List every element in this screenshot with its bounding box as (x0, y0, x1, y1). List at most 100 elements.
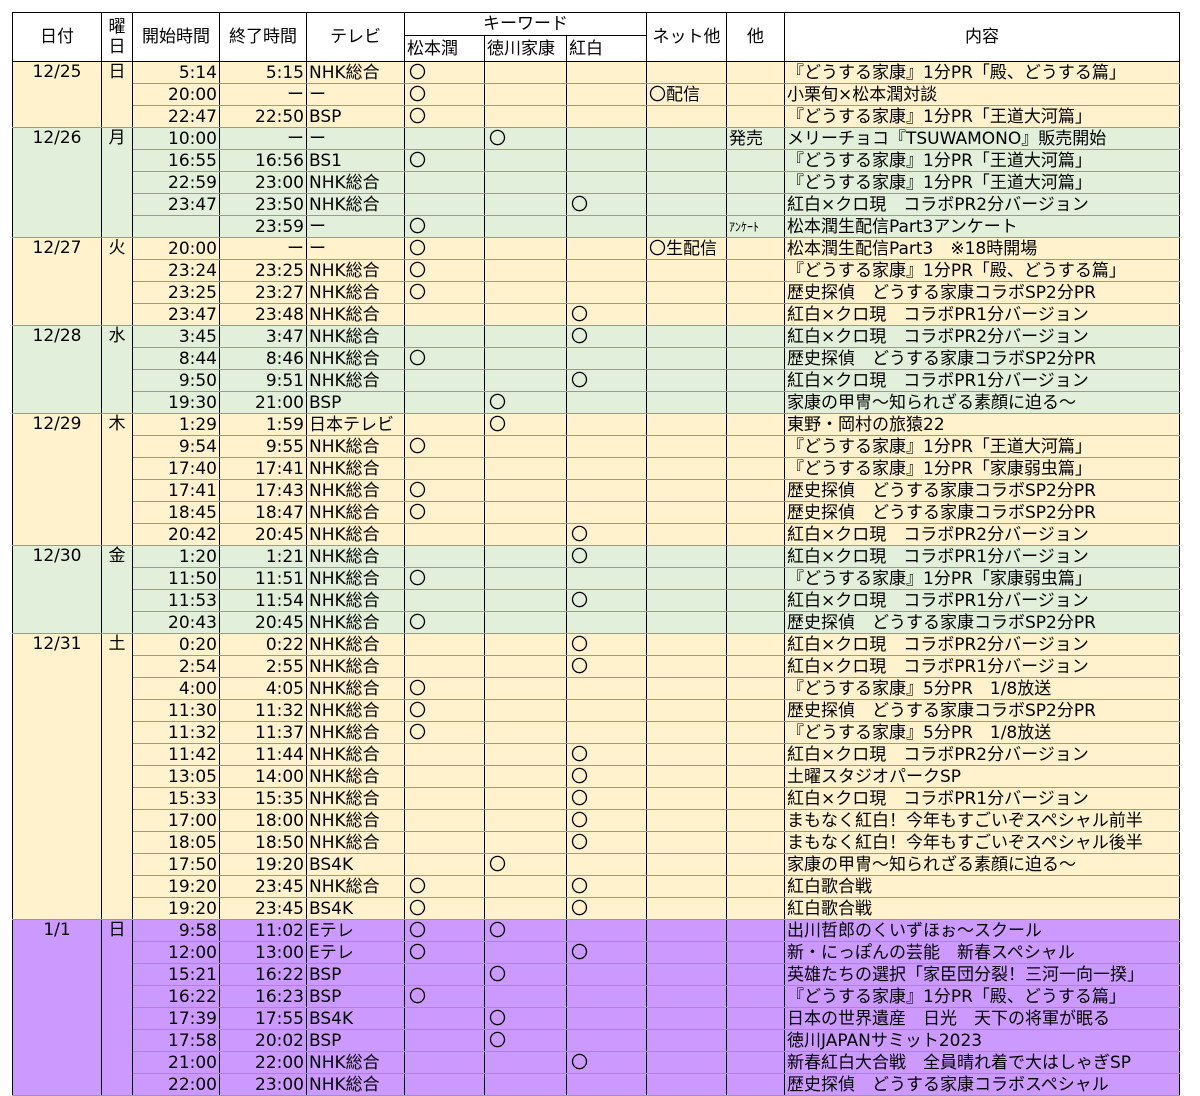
content-cell: 紅白×クロ現 コラボPR2分バージョン (784, 193, 1180, 216)
channel-cell: NHK総合 (306, 501, 405, 524)
keyword-matsumoto-cell: 〇 (404, 435, 485, 458)
keyword-kohaku-cell: 〇 (566, 303, 647, 326)
end-time-cell: 4:05 (219, 677, 307, 700)
content-cell: 歴史探偵 どうする家康コラボSP2分PR (784, 699, 1180, 722)
keyword-matsumoto-cell (404, 743, 485, 766)
content-cell: 歴史探偵 どうする家康コラボSP2分PR (784, 347, 1180, 370)
end-time-cell: 23:48 (219, 303, 307, 326)
content-cell: 家康の甲冑～知られざる素顔に迫る～ (784, 853, 1180, 876)
keyword-matsumoto-cell: 〇 (404, 259, 485, 282)
keyword-kohaku-cell (566, 853, 647, 876)
keyword-matsumoto-cell (404, 853, 485, 876)
start-time-cell: 9:54 (132, 435, 220, 458)
content-cell: まもなく紅白！今年もすごいぞスペシャル後半 (784, 831, 1180, 854)
keyword-kohaku-cell (566, 699, 647, 722)
other-cell (726, 875, 785, 898)
end-time-cell: 20:02 (219, 1029, 307, 1052)
net-cell (646, 743, 727, 766)
keyword-kohaku-cell (566, 457, 647, 480)
net-cell (646, 413, 727, 436)
keyword-tokugawa-cell (484, 281, 567, 304)
keyword-matsumoto-cell (404, 809, 485, 832)
channel-cell: BS1 (306, 149, 405, 172)
keyword-tokugawa-cell (484, 83, 567, 106)
keyword-tokugawa-cell: 〇 (484, 853, 567, 876)
keyword-matsumoto-cell (404, 391, 485, 414)
keyword-tokugawa-cell (484, 743, 567, 766)
keyword-tokugawa-cell (484, 721, 567, 744)
keyword-matsumoto-cell: 〇 (404, 699, 485, 722)
header-net: ネット他 (646, 12, 727, 62)
net-cell (646, 809, 727, 832)
keyword-kohaku-cell: 〇 (566, 875, 647, 898)
other-cell (726, 391, 785, 414)
start-time-cell: 17:58 (132, 1029, 220, 1052)
other-cell (726, 83, 785, 106)
other-cell (726, 501, 785, 524)
keyword-matsumoto-cell (404, 369, 485, 392)
table-row: 19:20 23:45 NHK総合〇〇紅白歌合戦 (13, 875, 1180, 898)
other-cell (726, 435, 785, 458)
keyword-kohaku-cell (566, 611, 647, 634)
end-time-cell: 15:35 (219, 787, 307, 810)
start-time-cell: 9:50 (132, 369, 220, 392)
net-cell (646, 303, 727, 326)
keyword-tokugawa-cell (484, 765, 567, 788)
net-cell (646, 193, 727, 216)
start-time-cell: 17:41 (132, 479, 220, 502)
start-time-cell: 20:00 (132, 83, 220, 106)
table-row: 12/30 金 1:20 1:21 NHK総合〇紅白×クロ現 コラボPR1分バージョン (12, 545, 1180, 634)
end-time-cell: 11:02 (219, 919, 307, 942)
keyword-matsumoto-cell (404, 1051, 485, 1074)
channel-cell: BSP (306, 1029, 405, 1052)
keyword-kohaku-cell (566, 149, 647, 172)
content-cell: 『どうする家康』1分PR「殿、どうする篇」 (784, 985, 1180, 1008)
table-row: 12:00 13:00 Eテレ〇〇新・にっぽんの芸能 新春スペシャル (13, 941, 1180, 964)
other-cell (726, 853, 785, 876)
start-time-cell: 17:50 (132, 853, 220, 876)
content-cell: 紅白×クロ現 コラボPR2分バージョン (784, 325, 1180, 348)
table-row: 20:00 ーー〇〇配信 小栗旬×松本潤対談 (13, 83, 1180, 106)
channel-cell: NHK総合 (306, 875, 405, 898)
other-cell (726, 611, 785, 634)
keyword-tokugawa-cell (484, 149, 567, 172)
table-row: 17:58 20:02 BSP 〇 徳川JAPANサミット2023 (13, 1029, 1180, 1052)
dow-cell: 火 (101, 237, 133, 326)
keyword-tokugawa-cell (484, 479, 567, 502)
channel-cell: ー (306, 237, 405, 260)
channel-cell: BSP (306, 985, 405, 1008)
end-time-cell: 23:59 (219, 215, 307, 238)
keyword-matsumoto-cell (404, 171, 485, 194)
keyword-kohaku-cell (566, 105, 647, 128)
other-cell (726, 743, 785, 766)
keyword-kohaku-cell (566, 83, 647, 106)
keyword-tokugawa-cell (484, 985, 567, 1008)
start-time-cell: 11:30 (132, 699, 220, 722)
channel-cell: 日本テレビ (306, 413, 405, 436)
other-cell: ｱﾝｹｰﾄ (726, 215, 785, 238)
content-cell: 家康の甲冑～知られざる素顔に迫る～ (784, 391, 1180, 414)
content-cell: 紅白×クロ現 コラボPR1分バージョン (784, 303, 1180, 326)
keyword-matsumoto-cell: 〇 (404, 919, 485, 942)
content-cell: 紅白歌合戦 (784, 897, 1180, 920)
keyword-kohaku-cell (566, 479, 647, 502)
content-cell: 東野・岡村の旅猿22 (784, 413, 1180, 436)
content-cell: 紅白×クロ現 コラボPR2分バージョン (784, 743, 1180, 766)
keyword-matsumoto-cell: 〇 (404, 215, 485, 238)
keyword-matsumoto-cell: 〇 (404, 501, 485, 524)
start-time-cell: 3:45 (132, 325, 220, 348)
keyword-tokugawa-cell (484, 171, 567, 194)
content-cell: 松本潤生配信Part3 ※18時開場 (784, 237, 1180, 260)
net-cell (646, 919, 727, 942)
table-row: 15:21 16:22 BSP 〇 英雄たちの選択「家臣団分裂！三河一向一揆」 (13, 963, 1180, 986)
keyword-tokugawa-cell (484, 545, 567, 568)
keyword-kohaku-cell: 〇 (566, 831, 647, 854)
dow-cell: 木 (101, 413, 133, 546)
keyword-matsumoto-cell (404, 413, 485, 436)
start-time-cell: 21:00 (132, 1051, 220, 1074)
channel-cell: BS4K (306, 853, 405, 876)
keyword-kohaku-cell (566, 391, 647, 414)
other-cell (726, 259, 785, 282)
table-row: 17:39 17:55 BS4K 〇 日本の世界遺産 日光 天下の将軍が眠る (13, 1007, 1180, 1030)
start-time-cell: 23:24 (132, 259, 220, 282)
